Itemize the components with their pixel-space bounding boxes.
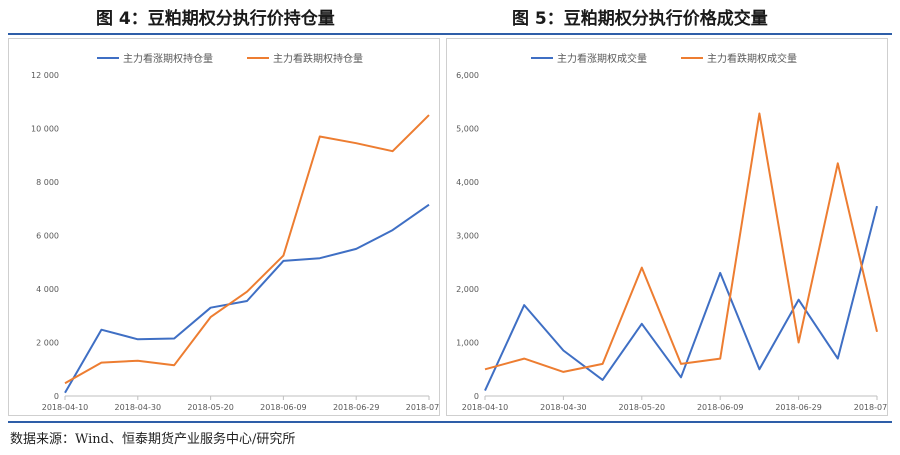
left-chart-title: 图 4：豆粕期权分执行价持仓量 bbox=[96, 9, 335, 29]
left-series-line-1 bbox=[64, 203, 430, 394]
left-y-tick-label: 0 bbox=[54, 392, 59, 401]
right-x-tick-label: 2018-06-09 bbox=[697, 403, 744, 412]
data-source-note: 数据来源：Wind、恒泰期货产业服务中心/研究所 bbox=[10, 432, 296, 447]
right-legend-label-1: 主力看涨期权成交量 bbox=[557, 52, 647, 65]
right-x-tick-label: 2018-04-10 bbox=[462, 403, 509, 412]
left-y-tick-label: 8 000 bbox=[36, 178, 59, 187]
left-x-tick-label: 2018-05-20 bbox=[187, 403, 234, 412]
left-x-tick-label: 2018-06-29 bbox=[333, 403, 380, 412]
right-x-tick-label: 2018-07-19 bbox=[854, 403, 887, 412]
right-x-tick-label: 2018-04-30 bbox=[540, 403, 587, 412]
left-y-tick-label: 12 000 bbox=[31, 71, 59, 80]
left-y-tick-label: 2 000 bbox=[36, 339, 59, 348]
left-legend-label-2: 主力看跌期权持仓量 bbox=[273, 52, 363, 65]
left-x-tick-label: 2018-04-10 bbox=[42, 403, 89, 412]
left-chart-panel: 0 2 000 4 000 6 000 8 000 10 000 12 000 2018-04… bbox=[8, 38, 452, 416]
trading-volume-chart: 0 1,000 2,000 3,000 4,000 5,000 6,000 2018-04-1… bbox=[456, 52, 900, 412]
left-x-tick-label: 2018-04-30 bbox=[115, 403, 162, 412]
top-divider bbox=[8, 33, 892, 35]
right-y-tick-label: 2,000 bbox=[456, 285, 479, 294]
right-y-tick-label: 0 bbox=[474, 392, 479, 401]
left-series-line-2 bbox=[64, 114, 430, 385]
right-x-tick-label: 2018-06-29 bbox=[775, 403, 822, 412]
left-y-tick-label: 10 000 bbox=[31, 125, 59, 134]
right-y-tick-label: 3,000 bbox=[456, 232, 479, 241]
right-y-tick-label: 4,000 bbox=[456, 178, 479, 187]
left-y-tick-label: 4 000 bbox=[36, 285, 59, 294]
right-y-tick-label: 5,000 bbox=[456, 125, 479, 134]
right-y-tick-label: 6,000 bbox=[456, 71, 479, 80]
right-series-line-2 bbox=[484, 112, 878, 373]
left-x-tick-label: 2018-06-09 bbox=[260, 403, 307, 412]
right-legend-label-2: 主力看跌期权成交量 bbox=[707, 52, 797, 65]
right-chart-title: 图 5：豆粕期权分执行价格成交量 bbox=[512, 9, 768, 29]
right-x-tick-label: 2018-05-20 bbox=[619, 403, 666, 412]
right-y-tick-label: 1,000 bbox=[456, 339, 479, 348]
right-chart-panel: 0 1,000 2,000 3,000 4,000 5,000 6,000 2018-04-1… bbox=[446, 38, 900, 416]
left-x-tick-label: 2018-07-19 bbox=[406, 403, 439, 412]
holding-volume-chart: 0 2 000 4 000 6 000 8 000 10 000 12 000 2018-04… bbox=[31, 52, 452, 412]
bottom-divider bbox=[8, 421, 892, 423]
left-y-tick-label: 6 000 bbox=[36, 232, 59, 241]
right-series-line-1 bbox=[484, 205, 878, 392]
left-legend-label-1: 主力看涨期权持仓量 bbox=[123, 52, 213, 65]
